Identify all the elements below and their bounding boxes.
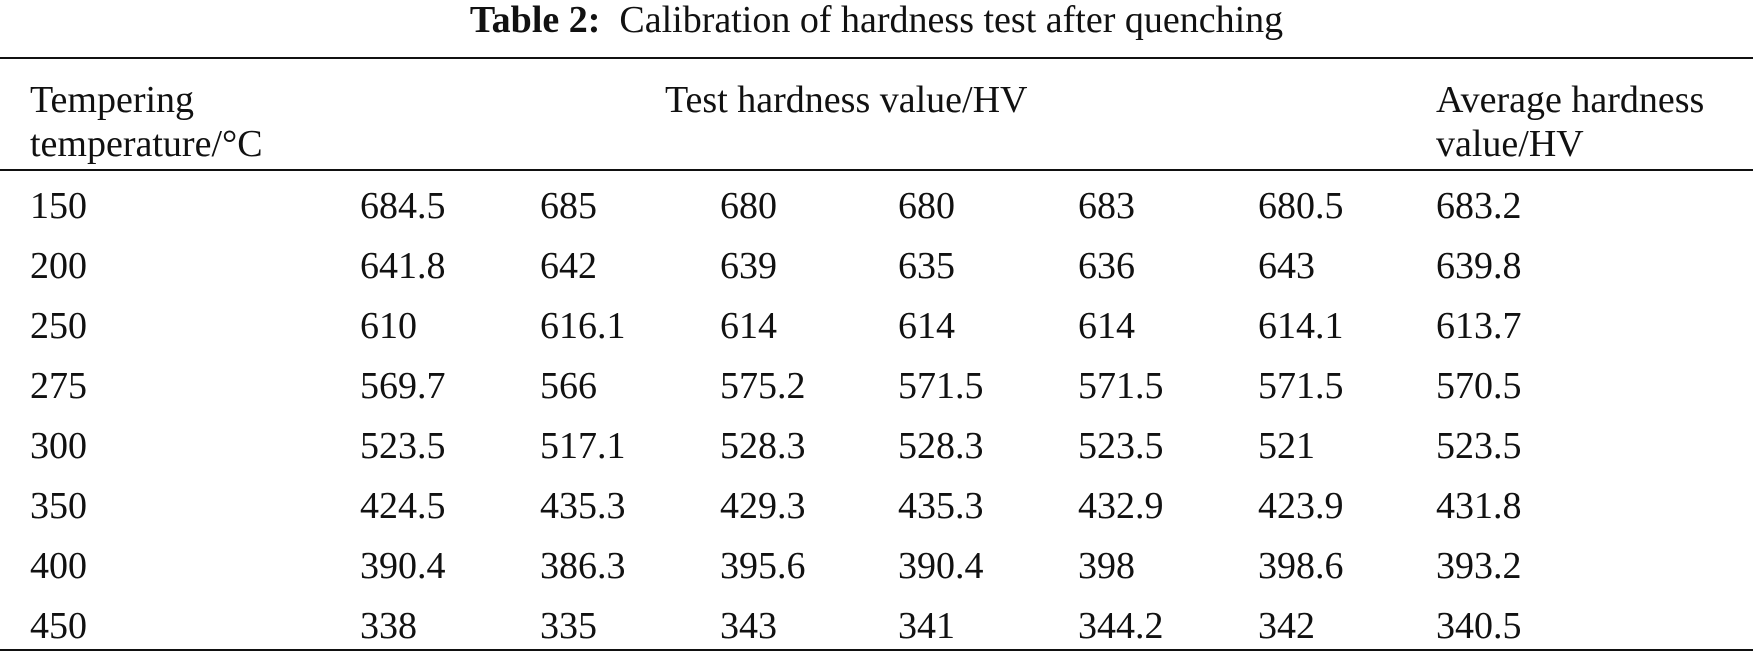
hardness-test-cell: 571.5 [1078,365,1164,407]
hardness-test-cell: 344.2 [1078,605,1164,647]
table-caption-label: Table 2: [469,0,601,41]
table-body: 150 684.5 685 680 680 683 680.5 683.2 20… [0,180,1753,660]
average-hardness-cell: 683.2 [1436,185,1522,227]
hardness-test-cell: 523.5 [360,425,446,467]
table-caption-text: Calibration of hardness test after quenc… [619,0,1284,41]
table-header-rule [0,169,1753,171]
hardness-test-cell: 398.6 [1258,545,1344,587]
tempering-temperature-cell: 275 [30,365,87,407]
header-test-hardness: Test hardness value/HV [665,78,1027,122]
hardness-test-cell: 435.3 [540,485,626,527]
hardness-test-cell: 390.4 [360,545,446,587]
hardness-test-cell: 517.1 [540,425,626,467]
hardness-test-cell: 424.5 [360,485,446,527]
table-row: 250 610 616.1 614 614 614 614.1 613.7 [0,300,1753,360]
hardness-test-cell: 680 [898,185,955,227]
hardness-test-cell: 343 [720,605,777,647]
average-hardness-cell: 340.5 [1436,605,1522,647]
average-hardness-cell: 523.5 [1436,425,1522,467]
table-caption: Table 2: Calibration of hardness test af… [0,0,1753,40]
hardness-test-cell: 435.3 [898,485,984,527]
hardness-test-cell: 614.1 [1258,305,1344,347]
hardness-test-cell: 569.7 [360,365,446,407]
table-top-rule [0,57,1753,59]
tempering-temperature-cell: 350 [30,485,87,527]
header-tempering-temperature: Tempering temperature/°C [30,78,263,166]
average-hardness-cell: 393.2 [1436,545,1522,587]
hardness-test-cell: 614 [898,305,955,347]
hardness-test-cell: 521 [1258,425,1315,467]
hardness-test-cell: 639 [720,245,777,287]
tempering-temperature-cell: 300 [30,425,87,467]
hardness-test-cell: 641.8 [360,245,446,287]
average-hardness-cell: 431.8 [1436,485,1522,527]
table-row: 150 684.5 685 680 680 683 680.5 683.2 [0,180,1753,240]
hardness-test-cell: 335 [540,605,597,647]
hardness-test-cell: 571.5 [898,365,984,407]
header-average-line1: Average hardness [1436,79,1705,121]
table-row: 400 390.4 386.3 395.6 390.4 398 398.6 39… [0,540,1753,600]
header-test-hardness-label: Test hardness value/HV [665,79,1028,121]
hardness-test-cell: 614 [1078,305,1135,347]
hardness-test-cell: 390.4 [898,545,984,587]
hardness-test-cell: 680 [720,185,777,227]
table-row: 200 641.8 642 639 635 636 643 639.8 [0,240,1753,300]
hardness-test-cell: 635 [898,245,955,287]
hardness-test-cell: 642 [540,245,597,287]
hardness-test-cell: 423.9 [1258,485,1344,527]
hardness-test-cell: 386.3 [540,545,626,587]
hardness-test-cell: 571.5 [1258,365,1344,407]
table-row: 350 424.5 435.3 429.3 435.3 432.9 423.9 … [0,480,1753,540]
hardness-test-cell: 684.5 [360,185,446,227]
tempering-temperature-cell: 250 [30,305,87,347]
header-tempering-line1: Tempering [30,79,195,121]
table-row: 300 523.5 517.1 528.3 528.3 523.5 521 52… [0,420,1753,480]
table-row: 450 338 335 343 341 344.2 342 340.5 [0,600,1753,660]
header-average-line2: value/HV [1436,123,1584,165]
hardness-test-cell: 566 [540,365,597,407]
hardness-test-cell: 614 [720,305,777,347]
table-row: 275 569.7 566 575.2 571.5 571.5 571.5 57… [0,360,1753,420]
hardness-test-cell: 395.6 [720,545,806,587]
hardness-test-cell: 643 [1258,245,1315,287]
hardness-test-cell: 342 [1258,605,1315,647]
header-tempering-line2: temperature/°C [30,123,263,165]
hardness-test-cell: 432.9 [1078,485,1164,527]
tempering-temperature-cell: 200 [30,245,87,287]
hardness-test-cell: 528.3 [720,425,806,467]
tempering-temperature-cell: 450 [30,605,87,647]
hardness-test-cell: 610 [360,305,417,347]
hardness-test-cell: 616.1 [540,305,626,347]
tempering-temperature-cell: 400 [30,545,87,587]
hardness-test-cell: 429.3 [720,485,806,527]
hardness-test-cell: 685 [540,185,597,227]
hardness-test-cell: 636 [1078,245,1135,287]
average-hardness-cell: 639.8 [1436,245,1522,287]
hardness-test-cell: 683 [1078,185,1135,227]
hardness-test-cell: 398 [1078,545,1135,587]
average-hardness-cell: 570.5 [1436,365,1522,407]
hardness-test-cell: 680.5 [1258,185,1344,227]
table-bottom-rule [0,649,1753,651]
header-average-hardness: Average hardness value/HV [1436,78,1704,166]
hardness-test-cell: 523.5 [1078,425,1164,467]
hardness-test-cell: 575.2 [720,365,806,407]
hardness-test-cell: 341 [898,605,955,647]
hardness-test-cell: 338 [360,605,417,647]
hardness-test-cell: 528.3 [898,425,984,467]
average-hardness-cell: 613.7 [1436,305,1522,347]
tempering-temperature-cell: 150 [30,185,87,227]
